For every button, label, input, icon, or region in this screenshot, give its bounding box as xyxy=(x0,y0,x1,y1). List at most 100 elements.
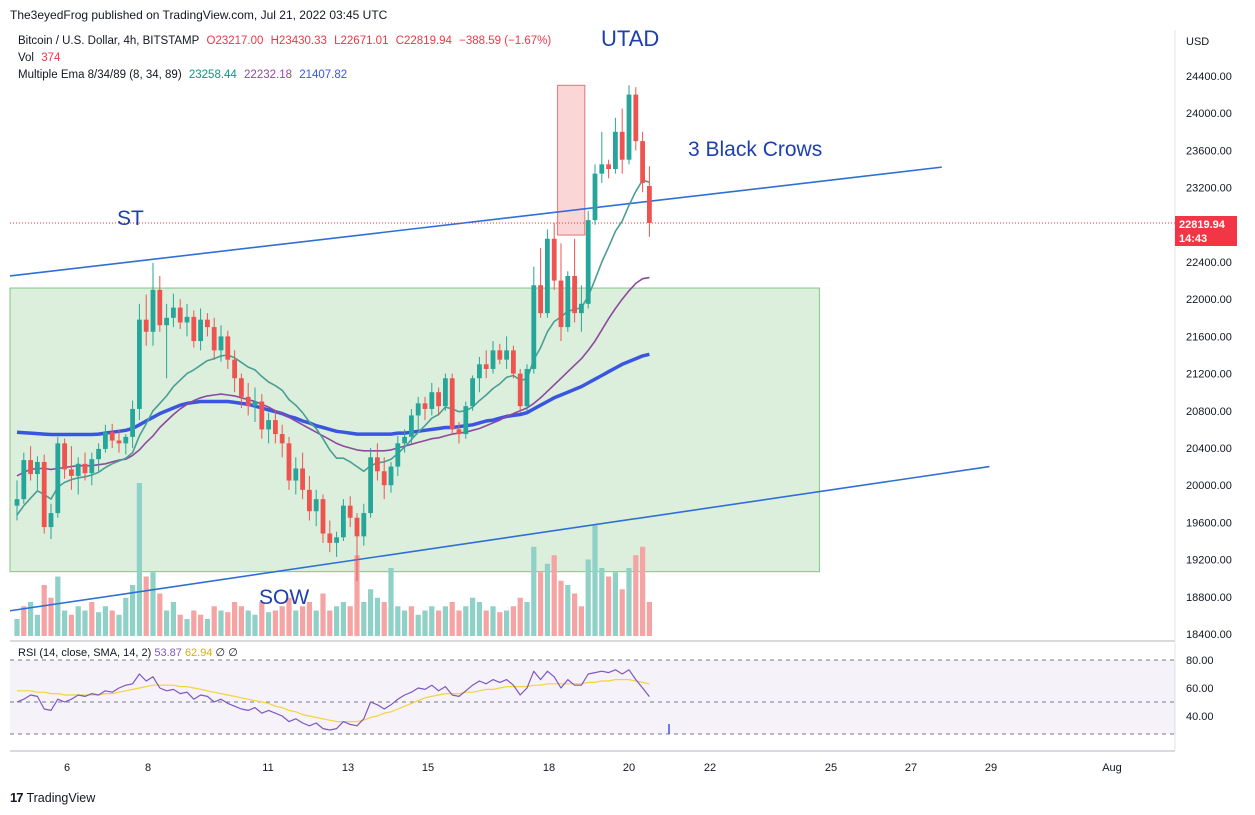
price-tick: 22400.00 xyxy=(1186,257,1232,269)
volume-bar xyxy=(558,580,564,636)
sow-annotation[interactable]: SOW xyxy=(259,586,310,609)
volume-bar xyxy=(225,612,231,636)
price-tick: 24400.00 xyxy=(1186,71,1232,83)
rsi-label[interactable]: RSI (14, close, SMA, 14, 2) xyxy=(18,647,152,659)
candle xyxy=(626,85,632,165)
candle-body xyxy=(633,94,639,142)
candle-body xyxy=(198,319,203,342)
price-tick: 20800.00 xyxy=(1186,406,1232,418)
candles xyxy=(14,85,652,581)
time-tick: 6 xyxy=(64,762,70,774)
rsi-v1: ∅ xyxy=(215,647,226,659)
rsi-sma-line xyxy=(17,678,650,723)
candle xyxy=(157,275,163,332)
time-tick: 18 xyxy=(543,762,555,774)
time-tick: 27 xyxy=(905,762,917,774)
candle xyxy=(592,164,598,225)
candle xyxy=(48,503,54,540)
volume-bar xyxy=(34,614,40,636)
candle xyxy=(239,373,244,409)
candle-body xyxy=(504,350,509,360)
change-value: −388.59 (−1.67%) xyxy=(459,35,552,47)
candle xyxy=(293,457,299,495)
close-value: C22819.94 xyxy=(395,35,452,47)
candle-body xyxy=(245,396,251,407)
candle-body xyxy=(96,448,101,460)
candle-body xyxy=(456,429,462,435)
candle-body xyxy=(613,131,618,169)
candle-body xyxy=(497,350,503,360)
volume-bar xyxy=(551,555,557,636)
ema-label[interactable]: Multiple Ema 8/34/89 (8, 34, 89) xyxy=(18,69,182,81)
volume-label[interactable]: Vol xyxy=(18,52,34,64)
last-price-tag: 22819.94 14:43 xyxy=(1175,216,1237,246)
candle xyxy=(75,457,81,495)
candle-body xyxy=(177,307,183,323)
rsi-v2: ∅ xyxy=(228,647,238,659)
price-tick: 23600.00 xyxy=(1186,145,1232,157)
candle xyxy=(89,452,95,486)
candle-body xyxy=(619,131,625,160)
candle-body xyxy=(307,489,312,512)
ema-legend: Multiple Ema 8/34/89 (8, 34, 89) 23258.4… xyxy=(18,69,351,81)
volume-bar xyxy=(306,602,312,636)
candle-body xyxy=(232,359,237,379)
candle-body xyxy=(82,463,88,474)
tradingview-logo[interactable]: 17 TradingView xyxy=(10,790,95,805)
price-tick: 19600.00 xyxy=(1186,517,1232,529)
utad-annotation[interactable]: UTAD xyxy=(601,26,660,51)
symbol-name[interactable]: Bitcoin / U.S. Dollar, 4h, BITSTAMP xyxy=(18,35,200,47)
candle xyxy=(103,424,108,453)
time-tick: 8 xyxy=(145,762,151,774)
candle-body xyxy=(103,432,108,449)
st-annotation[interactable]: ST xyxy=(117,207,144,230)
high-value: H23430.33 xyxy=(270,35,327,47)
candle xyxy=(245,382,251,416)
candle xyxy=(55,436,61,518)
tv-logo-icon: 17 xyxy=(10,790,24,805)
price-tick: 20400.00 xyxy=(1186,443,1232,455)
price-tick: 18400.00 xyxy=(1186,629,1232,641)
lower-channel-line xyxy=(9,465,990,612)
volume-bar xyxy=(191,610,197,636)
volume-bar xyxy=(252,614,258,636)
volume-bar xyxy=(313,610,319,636)
volume-bar xyxy=(510,606,516,636)
candle-body xyxy=(402,436,407,444)
crows-annotation[interactable]: 3 Black Crows xyxy=(688,138,823,161)
volume-bar xyxy=(28,602,34,636)
rsi-tick: 80.00 xyxy=(1186,655,1214,667)
volume-bar xyxy=(436,610,442,636)
time-tick: Aug xyxy=(1102,762,1122,774)
volume-bar xyxy=(293,610,299,636)
candle xyxy=(429,382,435,416)
ema-lines xyxy=(16,179,650,516)
volume-bar xyxy=(164,610,170,636)
candle-body xyxy=(143,319,149,332)
candle xyxy=(137,303,142,421)
ema34-value: 22232.18 xyxy=(244,69,292,81)
candle xyxy=(69,446,74,490)
candle xyxy=(21,452,27,504)
volume-bar xyxy=(96,612,102,636)
candle xyxy=(470,375,475,411)
candle xyxy=(327,520,333,553)
volume-bar xyxy=(68,614,74,636)
candle xyxy=(198,308,203,351)
ema8-line xyxy=(16,179,650,516)
candle xyxy=(279,424,285,458)
volume-bar xyxy=(626,568,632,636)
candle-body xyxy=(341,505,346,538)
candle xyxy=(354,513,360,581)
candle xyxy=(341,499,346,541)
candle-body xyxy=(565,275,571,328)
candle xyxy=(225,330,231,369)
candle-body xyxy=(218,336,224,351)
time-tick: 15 xyxy=(422,762,434,774)
candle-body xyxy=(354,517,360,537)
candle-body xyxy=(449,378,455,430)
candle-body xyxy=(191,316,197,342)
candle-body xyxy=(266,420,271,430)
candle xyxy=(375,443,380,481)
